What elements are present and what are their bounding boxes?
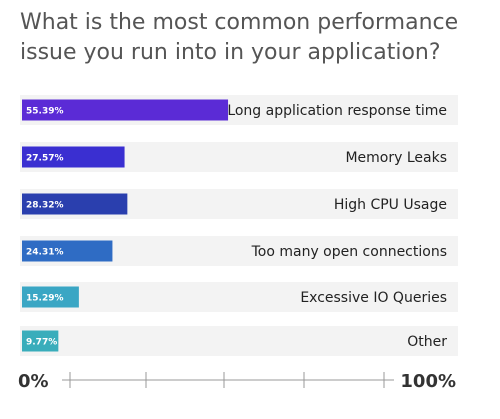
bar	[22, 146, 125, 168]
axis-max-label: 100%	[400, 371, 456, 392]
row-background	[20, 282, 458, 312]
bar-value-label: 28.32%	[26, 201, 64, 211]
bar	[22, 99, 229, 121]
bar	[22, 286, 79, 308]
bar-value-label: 24.31%	[26, 248, 64, 258]
bar	[22, 240, 113, 262]
category-label: High CPU Usage	[334, 197, 447, 213]
category-label: Memory Leaks	[345, 150, 447, 166]
row-background	[20, 326, 458, 356]
category-label: Excessive IO Queries	[300, 290, 447, 306]
bar-value-label: 27.57%	[26, 154, 64, 164]
bar-value-label: 15.29%	[26, 294, 64, 304]
bar-value-label: 9.77%	[26, 338, 57, 348]
chart-title: What is the most common performance issu…	[20, 10, 459, 65]
category-label: Other	[407, 334, 447, 350]
bar-value-label: 55.39%	[26, 107, 64, 117]
category-label: Long application response time	[227, 103, 447, 119]
bar	[22, 193, 128, 215]
axis-min-label: 0%	[18, 371, 49, 392]
category-label: Too many open connections	[251, 244, 447, 260]
bar	[22, 330, 59, 352]
